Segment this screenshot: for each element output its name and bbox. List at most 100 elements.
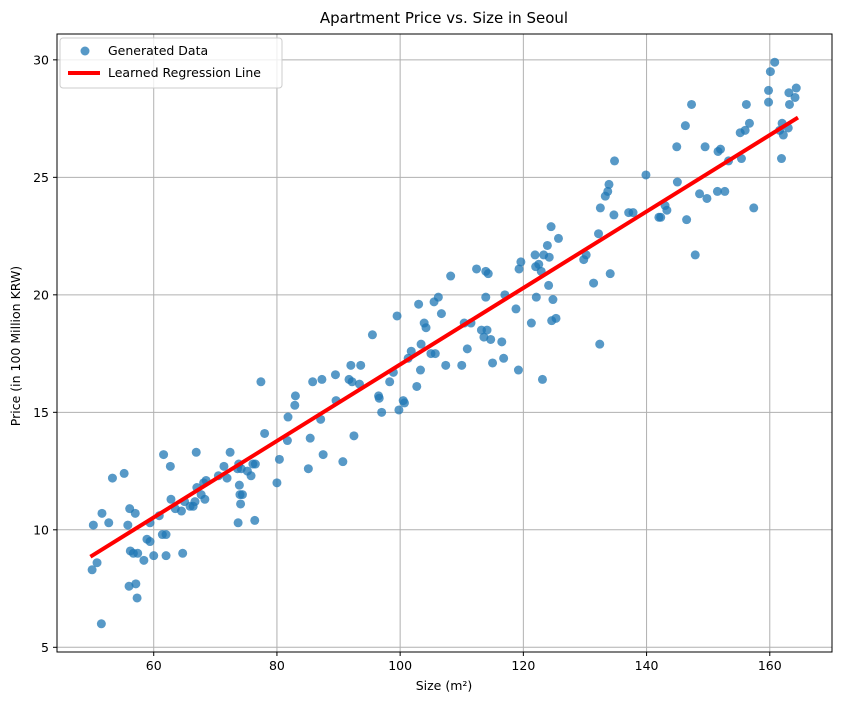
data-point <box>399 398 409 408</box>
data-point <box>200 494 210 504</box>
x-tick: 120 <box>511 652 535 673</box>
data-point <box>741 99 751 109</box>
legend-marker-generated-data <box>80 46 90 56</box>
y-tick-label: 25 <box>33 170 49 185</box>
data-point <box>149 551 159 561</box>
data-point <box>662 205 672 215</box>
data-point <box>346 360 356 370</box>
data-point <box>233 518 243 528</box>
data-point <box>462 344 472 354</box>
x-tick: 100 <box>388 652 412 673</box>
data-point <box>260 428 270 438</box>
x-tick: 160 <box>758 652 782 673</box>
data-point <box>457 360 467 370</box>
data-point <box>497 337 507 347</box>
data-point <box>165 461 175 471</box>
data-point <box>531 292 541 302</box>
data-point <box>628 208 638 218</box>
data-point <box>222 473 232 483</box>
x-tick-label: 80 <box>269 658 285 673</box>
data-point <box>672 142 682 152</box>
data-point <box>609 210 619 220</box>
data-point <box>303 464 313 474</box>
x-axis-label: Size (m²) <box>416 678 473 693</box>
regression-line <box>89 115 800 559</box>
data-point <box>514 264 524 274</box>
data-point <box>317 374 327 384</box>
data-point <box>553 233 563 243</box>
data-point <box>744 118 754 128</box>
data-point <box>544 252 554 262</box>
data-point <box>680 121 690 131</box>
data-point <box>764 97 774 107</box>
data-point <box>250 515 260 525</box>
data-point <box>219 461 229 471</box>
data-point <box>682 215 692 225</box>
y-tick-label: 15 <box>33 405 49 420</box>
data-point <box>406 346 416 356</box>
data-point <box>305 433 315 443</box>
data-point <box>166 494 176 504</box>
data-point <box>784 88 794 98</box>
data-point <box>546 222 556 232</box>
data-point <box>374 393 384 403</box>
data-point <box>250 459 260 469</box>
data-point <box>178 548 188 558</box>
data-point <box>308 377 318 387</box>
data-point <box>282 436 292 446</box>
data-point <box>377 407 387 417</box>
data-point <box>290 391 300 401</box>
data-point <box>132 593 142 603</box>
y-axis-ticks: 5 10 15 20 25 30 <box>33 52 57 655</box>
data-point <box>104 518 114 528</box>
data-point <box>416 339 426 349</box>
data-point <box>511 304 521 314</box>
data-point <box>482 325 492 335</box>
data-point <box>131 579 141 589</box>
x-tick-label: 140 <box>635 658 659 673</box>
x-tick-label: 160 <box>758 658 782 673</box>
data-point <box>92 558 102 568</box>
data-point <box>318 450 328 460</box>
data-point <box>290 400 300 410</box>
y-tick-label: 30 <box>33 52 49 67</box>
data-point <box>124 581 134 591</box>
y-tick-label: 10 <box>33 522 49 537</box>
data-point <box>548 295 558 305</box>
data-point <box>415 365 425 375</box>
data-point <box>778 130 788 140</box>
data-point <box>159 450 169 460</box>
data-point <box>687 99 697 109</box>
data-point <box>765 67 775 77</box>
y-tick-label: 5 <box>41 640 49 655</box>
data-point <box>542 240 552 250</box>
x-tick: 140 <box>635 652 659 673</box>
data-point <box>790 92 800 102</box>
legend: Generated Data Learned Regression Line <box>59 37 283 89</box>
data-point <box>551 313 561 323</box>
data-point <box>145 537 155 547</box>
data-point <box>446 271 456 281</box>
data-point <box>544 280 554 290</box>
data-point <box>130 508 140 518</box>
y-tick: 5 <box>41 640 57 655</box>
data-point <box>436 309 446 319</box>
data-point <box>530 250 540 260</box>
data-point <box>123 520 133 530</box>
data-point <box>499 353 509 363</box>
data-point <box>603 186 613 196</box>
data-point <box>272 478 282 488</box>
data-point <box>483 269 493 279</box>
data-point <box>274 454 284 464</box>
data-point <box>594 229 604 239</box>
x-tick-label: 60 <box>146 658 162 673</box>
data-point <box>441 360 451 370</box>
data-point <box>414 299 424 309</box>
data-point <box>604 179 614 189</box>
data-point <box>367 330 377 340</box>
data-point <box>133 548 143 558</box>
data-point <box>486 334 496 344</box>
data-point <box>412 381 422 391</box>
data-point <box>96 619 106 629</box>
